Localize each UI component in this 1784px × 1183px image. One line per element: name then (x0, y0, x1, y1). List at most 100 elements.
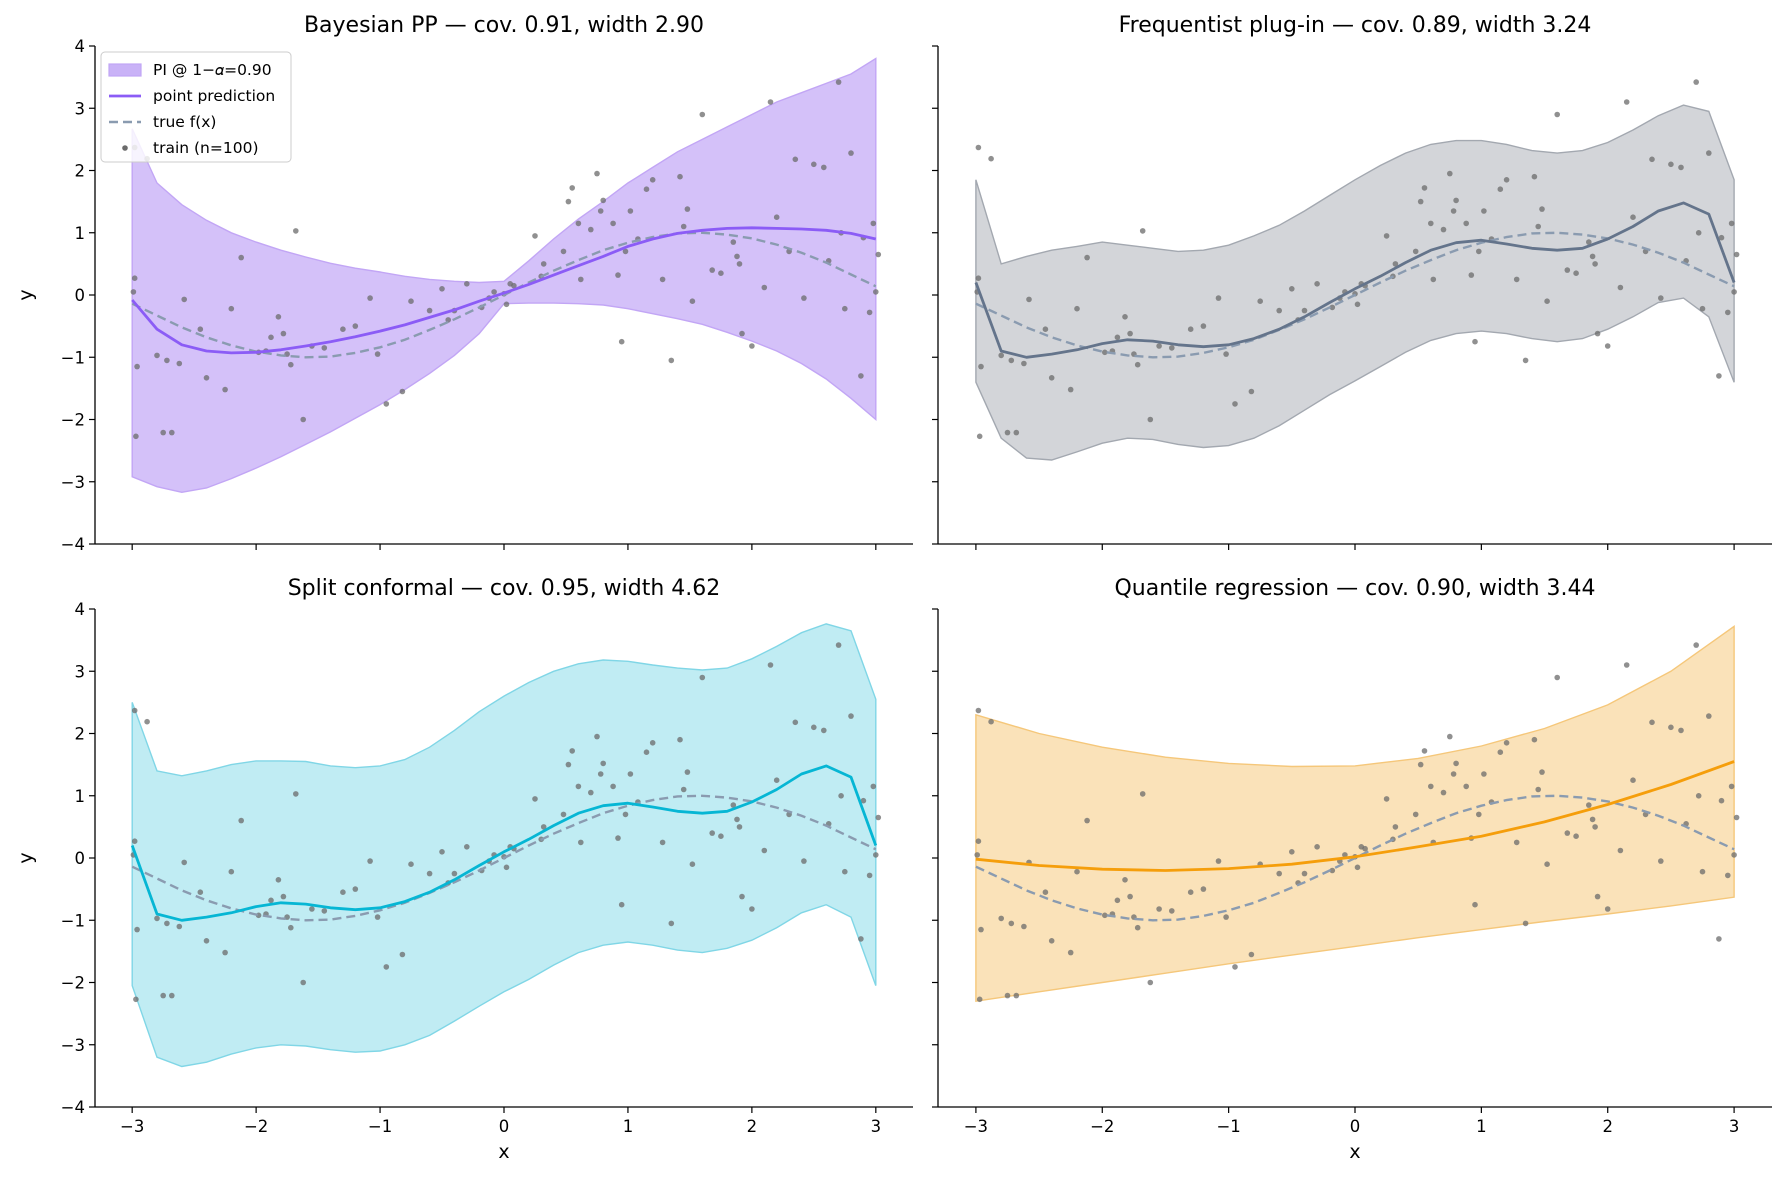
train-point (565, 761, 572, 768)
train-point (560, 811, 567, 818)
point-prediction-line (974, 201, 1736, 359)
train-point (821, 727, 827, 734)
train-point (1354, 301, 1361, 308)
train-point (1706, 713, 1712, 719)
train-point (1074, 305, 1080, 312)
train-point (761, 284, 768, 291)
train-point (976, 433, 983, 440)
train-point (1042, 326, 1049, 333)
train-point (838, 793, 844, 799)
train-point (154, 915, 160, 922)
train-point (1169, 345, 1175, 351)
train-point (709, 830, 715, 836)
train-point (1301, 307, 1308, 314)
train-point (197, 889, 204, 895)
train-point (1215, 295, 1222, 301)
train-point (1329, 867, 1336, 874)
train-point (1699, 305, 1706, 312)
train-point (1412, 811, 1419, 818)
prediction-interval-band (131, 623, 877, 1068)
train-point (1630, 777, 1636, 783)
train-point (627, 208, 634, 214)
train-point (1276, 870, 1282, 877)
prediction-interval-band (975, 104, 1735, 461)
y-tick-label: 2 (75, 725, 86, 744)
train-point (600, 197, 606, 204)
train-point (848, 713, 854, 719)
train-point (1725, 872, 1731, 879)
train-point (222, 386, 228, 393)
train-point (131, 838, 138, 844)
train-point (1412, 248, 1419, 255)
y-tick-label: −4 (61, 535, 85, 554)
train-point (1695, 230, 1702, 236)
prediction-interval-band (975, 625, 1735, 1003)
train-point (659, 839, 666, 846)
train-point (689, 861, 696, 867)
train-point (575, 783, 582, 790)
train-point (1428, 783, 1434, 790)
train-point (511, 282, 517, 289)
train-point (288, 924, 294, 931)
train-point (1114, 334, 1121, 341)
train-point (1476, 248, 1482, 255)
train-point (866, 872, 873, 879)
train-point (1623, 99, 1630, 105)
x-tick-label: 0 (499, 1117, 510, 1136)
train-point (615, 835, 621, 841)
train-point (976, 996, 983, 1003)
train-point (134, 926, 140, 933)
train-point (275, 314, 282, 320)
train-point (875, 251, 882, 258)
train-point (870, 783, 877, 790)
train-point (870, 220, 877, 227)
train-point (1042, 889, 1049, 895)
true-function-line (131, 794, 877, 922)
train-point (1554, 111, 1560, 118)
train-point (1539, 769, 1545, 775)
x-tick-label: 2 (1602, 1117, 1613, 1136)
train-point (1013, 429, 1020, 436)
train-point (383, 964, 390, 970)
train-point (1481, 771, 1487, 777)
train-point (736, 261, 743, 267)
train-point (1586, 802, 1592, 808)
y-tick-label: −2 (61, 411, 85, 430)
train-point (975, 707, 982, 714)
train-point (1187, 326, 1194, 333)
train-point (284, 351, 290, 357)
train-point (761, 847, 768, 854)
train-point (594, 170, 600, 177)
train-point (594, 733, 600, 740)
train-point (1586, 239, 1592, 245)
train-point (1539, 206, 1545, 212)
train-point (130, 289, 137, 295)
train-point (1147, 979, 1154, 986)
train-point (321, 908, 328, 914)
train-point (288, 361, 294, 368)
train-point (309, 906, 315, 912)
train-point (730, 239, 737, 245)
train-point (154, 352, 160, 359)
train-point (811, 161, 817, 168)
train-point (718, 270, 724, 277)
train-point (1084, 254, 1090, 261)
train-point (618, 338, 625, 345)
train-point (1503, 740, 1510, 746)
train-point (1716, 936, 1722, 942)
train-point (569, 748, 575, 754)
train-point (1594, 893, 1601, 900)
y-tick-label: −3 (61, 1036, 85, 1055)
train-point (275, 877, 282, 883)
train-point (203, 938, 210, 944)
train-point (540, 824, 547, 830)
panel-frequentist-plug-in: Frequentist plug-in — cov. 0.89, width 3… (932, 13, 1772, 550)
train-point (600, 760, 606, 767)
train-point (597, 771, 604, 777)
x-tick-label: 1 (1476, 1117, 1487, 1136)
train-point (1531, 173, 1538, 180)
x-axis-label: x (498, 1141, 509, 1163)
y-tick-label: −1 (61, 911, 85, 930)
train-point (1067, 949, 1074, 956)
train-point (1733, 251, 1740, 258)
